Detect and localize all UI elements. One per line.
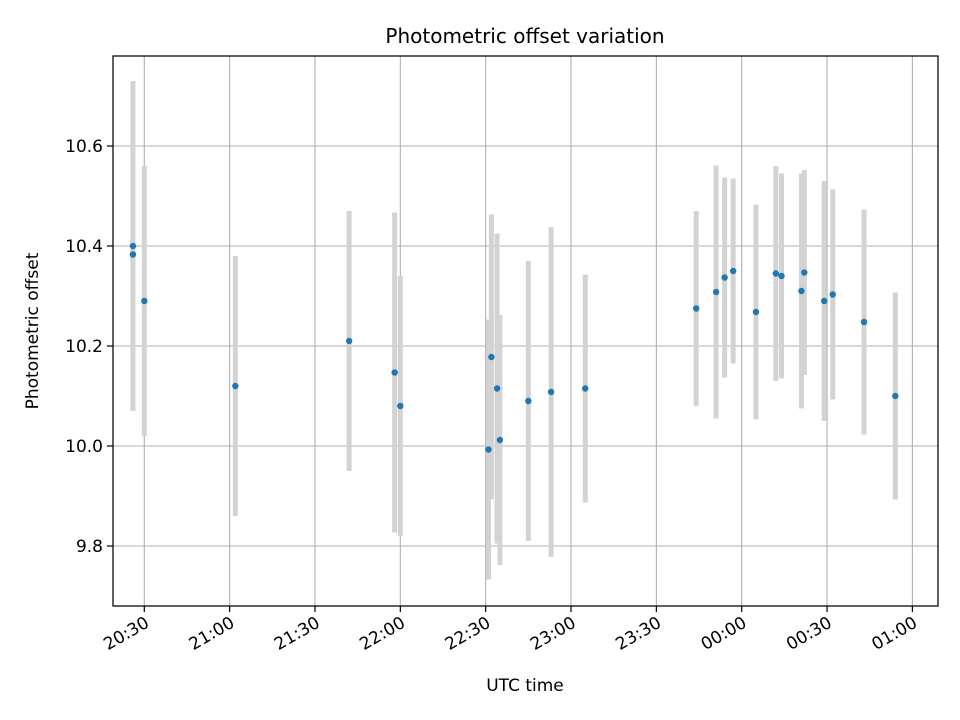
data-point [547,388,555,396]
x-axis-label: UTC time [486,676,564,696]
plot-frame [112,55,939,607]
y-tick-label: 9.8 [76,537,103,557]
data-point [772,270,780,277]
data-point [397,402,404,410]
data-point [493,385,501,392]
data-point [752,308,760,316]
data-point [801,269,808,276]
data-points [129,242,899,453]
data-point [821,297,828,305]
data-point [129,251,137,258]
data-point [729,267,737,275]
data-point [860,318,868,326]
data-point [485,446,492,453]
data-point [391,369,398,376]
data-point [129,242,137,250]
data-point [141,297,148,305]
data-point [798,287,805,295]
data-point [582,385,589,392]
y-axis-label: Photometric offset [23,252,43,409]
grid [113,56,938,606]
y-tick-label: 10.2 [65,337,103,357]
data-point [488,353,495,361]
y-tick-label: 10.4 [65,237,103,257]
data-point [692,305,700,312]
data-point [345,337,353,345]
data-point [232,382,239,390]
data-point [778,272,785,280]
y-axis-ticks: 9.8 10.0 10.2 10.4 10.6 [65,137,113,557]
y-tick-label: 10.6 [65,137,103,157]
y-tick-label: 10.0 [65,437,103,457]
data-point [892,392,899,400]
data-point [496,436,504,444]
data-point [829,291,836,298]
chart-title: Photometric offset variation [385,24,664,48]
data-point [525,397,532,405]
data-point [721,274,728,281]
data-point [712,288,720,296]
